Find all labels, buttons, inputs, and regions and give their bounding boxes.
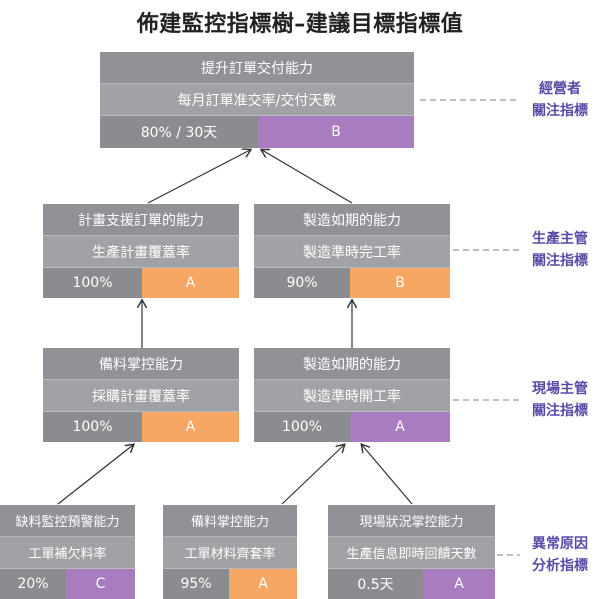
node-metric: 生產計畫覆蓋率 [43, 236, 239, 268]
node-value: 100% [43, 268, 142, 298]
tier-label-line2: 關注指標 [532, 103, 588, 119]
grade-badge: A [423, 569, 495, 599]
node-value: 90% [254, 268, 350, 298]
arrow-b3-to-s2 [362, 445, 413, 505]
node-value-row: 90% B [254, 268, 450, 298]
node-value-row: 0.5天 A [328, 569, 495, 599]
diagram-title: 佈建監控指標樹–建議目標指標值 [136, 12, 464, 37]
node-value: 100% [43, 412, 142, 442]
tier-label-line1: 生產主管 [532, 231, 588, 247]
node-metric: 採購計畫覆蓋率 [43, 380, 239, 412]
node-b2: 備料掌控能力 工單材料齊套率 95% A [163, 505, 297, 599]
node-value: 100% [254, 412, 350, 442]
node-value-row: 100% A [43, 412, 239, 442]
grade-badge: B [258, 116, 414, 148]
node-value-row: 20% C [0, 569, 135, 599]
node-capability: 缺料監控預警能力 [0, 505, 135, 537]
node-s2: 製造如期的能力 製造準時開工率 100% A [254, 348, 450, 442]
node-metric: 製造準時完工率 [254, 236, 450, 268]
node-top: 提升訂單交付能力 每月訂單准交率/交付天數 80% / 30天 B [100, 52, 414, 148]
node-value: 0.5天 [328, 569, 423, 599]
node-capability: 現場狀況掌控能力 [328, 505, 495, 537]
tier-label-line1: 異常原因 [532, 536, 588, 552]
node-metric: 每月訂單准交率/交付天數 [100, 84, 414, 116]
node-metric: 工單材料齊套率 [163, 537, 297, 569]
node-value-row: 100% A [43, 268, 239, 298]
arrow-m2-to-top [262, 150, 353, 204]
node-m1: 計畫支援訂單的能力 生產計畫覆蓋率 100% A [43, 204, 239, 298]
tier-label-production-manager: 生產主管 關注指標 [520, 228, 600, 272]
node-value-row: 100% A [254, 412, 450, 442]
tier-label-floor-manager: 現場主管 關注指標 [520, 378, 600, 422]
node-capability: 製造如期的能力 [254, 204, 450, 236]
tier-label-line2: 關注指標 [532, 253, 588, 269]
grade-badge: A [229, 569, 297, 599]
tier-label-line2: 關注指標 [532, 403, 588, 419]
tier-label-line2: 分析指標 [532, 558, 588, 574]
node-b1: 缺料監控預警能力 工單補欠料率 20% C [0, 505, 135, 599]
node-value-row: 80% / 30天 B [100, 116, 414, 148]
grade-badge: A [142, 268, 239, 298]
node-s1: 備料掌控能力 採購計畫覆蓋率 100% A [43, 348, 239, 442]
node-capability: 提升訂單交付能力 [100, 52, 414, 84]
tier-label-line1: 現場主管 [532, 381, 588, 397]
node-capability: 製造如期的能力 [254, 348, 450, 380]
grade-badge: B [350, 268, 450, 298]
tier-label-anomaly: 異常原因 分析指標 [520, 533, 600, 577]
node-value: 95% [163, 569, 229, 599]
grade-badge: C [66, 569, 135, 599]
node-capability: 備料掌控能力 [163, 505, 297, 537]
arrow-b2-to-s2 [281, 445, 344, 505]
node-value-row: 95% A [163, 569, 297, 599]
node-metric: 製造準時開工率 [254, 380, 450, 412]
node-value: 20% [0, 569, 66, 599]
node-metric: 生產信息即時回饋天數 [328, 537, 495, 569]
tier-label-line1: 經營者 [539, 81, 581, 97]
node-capability: 計畫支援訂單的能力 [43, 204, 239, 236]
node-value: 80% / 30天 [100, 116, 258, 148]
node-metric: 工單補欠料率 [0, 537, 135, 569]
arrow-m1-to-top [147, 150, 250, 204]
node-capability: 備料掌控能力 [43, 348, 239, 380]
node-m2: 製造如期的能力 製造準時完工率 90% B [254, 204, 450, 298]
grade-badge: A [142, 412, 239, 442]
arrow-b1-to-s1 [57, 445, 133, 505]
tier-label-executive: 經營者 關注指標 [520, 78, 600, 122]
grade-badge: A [350, 412, 450, 442]
node-b3: 現場狀況掌控能力 生產信息即時回饋天數 0.5天 A [328, 505, 495, 599]
